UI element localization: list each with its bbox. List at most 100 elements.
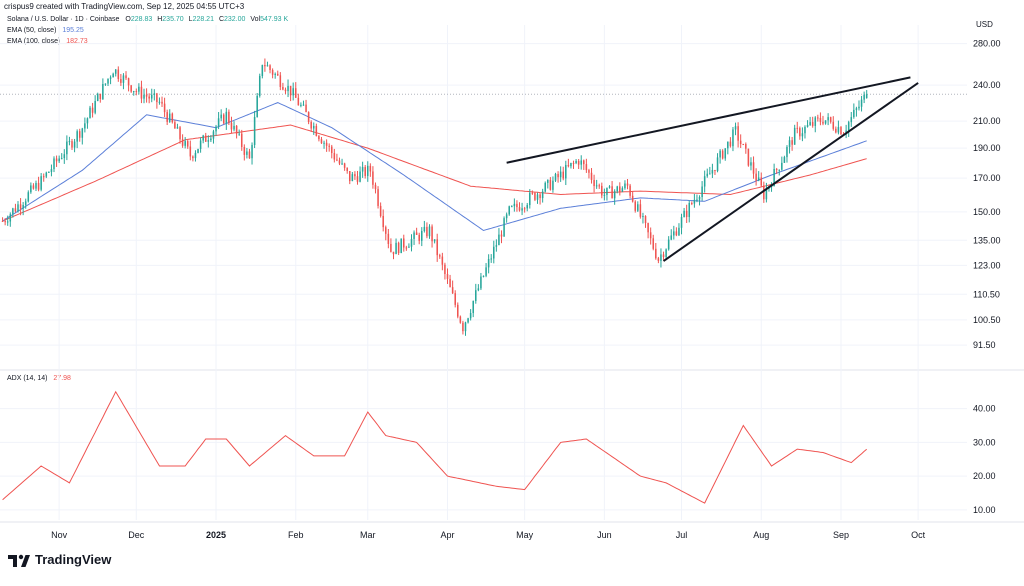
candle-body [791,140,793,145]
candle-body [42,176,45,178]
symbol-name[interactable]: Solana / U.S. Dollar · 1D · Coinbase [7,16,120,23]
candle-body [652,238,655,249]
candle-body [374,184,377,190]
candle-body [493,246,495,259]
price-tick-label: 280.00 [973,39,1001,49]
candle-body [793,127,796,145]
candle-body [716,157,719,172]
candle-body [693,199,696,204]
candle-body [166,112,168,122]
candle-body [585,164,588,171]
candle-body [667,239,670,250]
candle-body [276,73,279,76]
candle-body [140,86,143,99]
candle-body [410,238,413,247]
candle-body [732,129,734,147]
candle-body [387,233,390,244]
candle-body [613,191,616,199]
time-tick-label: May [516,530,534,540]
candle-body [467,318,469,323]
trendline-upper [506,76,911,164]
candle-body [598,185,601,187]
candle-body [17,204,19,212]
candle-body [539,194,541,199]
candle-body [855,108,858,110]
candle-body [557,173,559,178]
candle-body [606,187,608,195]
candle-body [477,288,480,291]
candle-body [714,169,716,172]
candle-body [174,122,176,129]
candle-body [179,127,181,140]
candle-body [377,189,379,206]
ema50-legend[interactable]: EMA (50, close) 195.25 [7,27,84,34]
ema100-legend[interactable]: EMA (100, close) 182.73 [7,38,88,45]
time-tick-label: Jun [597,530,612,540]
price-tick-label: 170.00 [973,173,1001,183]
candle-body [12,208,14,215]
candle-body [300,104,302,106]
candle-body [727,141,729,149]
candle-body [508,206,510,215]
candle-body [292,88,294,96]
price-tick-label: 100.50 [973,315,1001,325]
price-tick-label: 91.50 [973,340,996,350]
adx-tick-label: 20.00 [973,471,996,481]
candle-body [84,123,86,129]
ema100-label: EMA (100, close) [7,38,61,45]
candle-body [22,205,24,209]
candle-body [601,185,603,196]
candle-body [734,126,737,130]
candle-body [114,69,117,74]
candle-body [683,210,685,218]
candle-body [583,160,585,165]
candle-body [629,185,631,196]
candle-body [806,125,809,127]
ema100-line [2,124,867,222]
candle-body [366,165,369,176]
candle-body [781,162,783,170]
price-tick-label: 150.00 [973,207,1001,217]
candle-body [475,290,477,301]
candle-body [210,138,212,141]
candle-body [145,94,148,97]
candle-body [230,122,233,130]
candle-body [132,91,135,93]
candle-body [284,89,287,92]
candle-body [238,133,240,135]
candle-body [696,199,698,201]
candle-body [624,183,626,189]
candle-body [181,139,184,146]
chart-credit: crispus9 created with TradingView.com, S… [4,2,245,11]
candle-body [302,104,305,106]
candle-body [222,114,225,124]
candle-body [516,203,518,208]
candle-body [788,140,791,147]
candle-body [207,140,210,142]
candle-body [575,161,577,164]
candle-body [498,234,500,246]
candle-body [318,135,320,140]
adx-legend[interactable]: ADX (14, 14) 27.98 [7,375,71,382]
candle-body [418,234,420,241]
candle-body [384,227,387,234]
candle-body [202,135,204,141]
candle-body [68,141,71,143]
candle-body [796,127,799,129]
candle-body [642,216,644,218]
candle-body [799,128,801,137]
candle-body [176,127,179,129]
candle-body [503,218,505,237]
candle-body [439,255,441,257]
candle-body [451,287,454,294]
candle-body [359,171,361,182]
candle-body [685,210,688,218]
candle-body [518,207,521,211]
candle-body [405,247,408,249]
tradingview-logo[interactable]: TradingView [8,552,111,567]
candle-body [822,121,824,124]
candle-body [811,122,814,126]
candle-body [500,234,503,237]
candle-body [521,208,523,211]
